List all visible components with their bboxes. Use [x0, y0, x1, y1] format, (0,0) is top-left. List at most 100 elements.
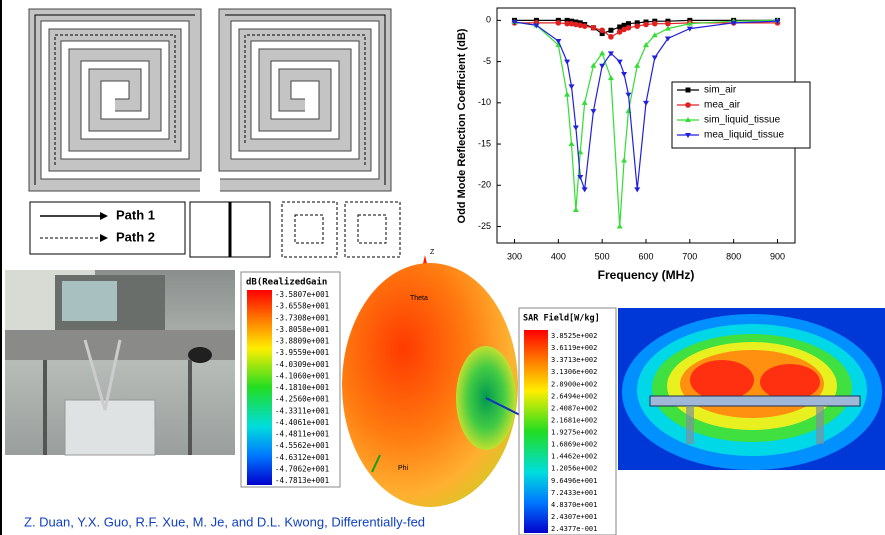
marker [643, 101, 649, 106]
axis-label: Theta [410, 295, 428, 302]
marker [625, 93, 631, 98]
figure: Path 1 Path 2 Odd Mode Reflection Coeffi… [0, 0, 885, 535]
colorbar-label: 9.6496e+001 [551, 477, 597, 485]
measurement-photo [5, 270, 235, 455]
colorbar-label: 1.9275e+002 [551, 429, 597, 437]
colorbar-label: -4.4061e+001 [275, 418, 329, 427]
sar-colorbar: SAR Field[W/kg] 3.8525e+002 3.6119e+002 3.… [519, 308, 616, 535]
marker [582, 100, 588, 105]
marker [634, 187, 640, 192]
colorbar-label: -4.2560e+001 [275, 395, 329, 404]
marker [569, 84, 575, 89]
y-tick-label: 0 [486, 15, 491, 25]
marker [621, 72, 627, 77]
colorbar-label: 1.2056e+002 [551, 465, 597, 473]
colorbar-label: -4.5562e+001 [275, 441, 329, 450]
gain-colorbar: dB(RealizedGain -3.5807e+001 -3.6558e+001… [241, 272, 340, 487]
colorbar-label: 2.6494e+002 [551, 392, 597, 400]
colorbar-label: 3.8525e+002 [551, 332, 597, 340]
colorbar-label: -4.0309e+001 [275, 360, 329, 369]
citation: Z. Duan, Y.X. Guo, R.F. Xue, M. Je, and … [24, 514, 425, 529]
colorbar-label: -3.9559e+001 [275, 348, 329, 357]
colorbar-label: 2.1681e+002 [551, 416, 597, 424]
marker [643, 22, 649, 28]
marker [608, 28, 613, 33]
colorbar-label: -4.3311e+001 [275, 406, 329, 415]
legend-label: mea_air [704, 100, 741, 111]
colorbar-title: SAR Field[W/kg] [523, 313, 600, 324]
colorbar-label: 1.4462e+002 [551, 453, 597, 461]
x-tick-label: 300 [507, 251, 522, 261]
colorbar-label: -3.7308e+001 [275, 313, 329, 322]
y-tick-label: -20 [478, 180, 491, 190]
marker [621, 158, 627, 163]
marker [573, 207, 579, 212]
y-axis-label: Odd Mode Reflection Coefficient (dB) [456, 28, 468, 223]
legend-marker [685, 102, 691, 108]
colorbar-label: 2.4377e-001 [551, 525, 597, 533]
axis-label: Phi [398, 465, 409, 472]
marker [582, 187, 588, 192]
colorbar-label: -3.8058e+001 [275, 325, 329, 334]
marker [569, 141, 575, 146]
colorbar-label: -3.8809e+001 [275, 337, 329, 346]
marker [590, 109, 596, 114]
legend-marker [686, 88, 691, 93]
colorbar-label: 1.6869e+002 [551, 441, 597, 449]
marker [582, 23, 588, 29]
y-tick-label: -5 [483, 56, 491, 66]
colorbar-label: 3.1306e+002 [551, 368, 597, 376]
legend-label: sim_air [704, 85, 737, 96]
colorbar-label: -4.7062e+001 [275, 464, 329, 473]
colorbar-label: -3.6558e+001 [275, 302, 329, 311]
colorbar-label: -4.6312e+001 [275, 453, 329, 462]
marker [564, 92, 570, 97]
marker [617, 60, 623, 65]
radiation-pattern: Z Theta Phi [342, 249, 520, 507]
marker [591, 25, 597, 31]
colorbar-label: 3.3713e+002 [551, 356, 597, 364]
marker [608, 34, 614, 40]
colorbar-label: -4.7813e+001 [275, 476, 329, 485]
marker [634, 63, 640, 68]
x-tick-label: 900 [770, 251, 785, 261]
colorbar-label: -4.1060e+001 [275, 371, 329, 380]
colorbar-label: -4.1810e+001 [275, 383, 329, 392]
marker [599, 64, 605, 69]
marker [599, 50, 605, 55]
marker [573, 126, 579, 131]
marker [626, 25, 632, 31]
y-tick-label: -15 [478, 138, 491, 148]
marker [556, 20, 562, 26]
path-legend: Path 1 Path 2 [30, 202, 400, 257]
x-tick-label: 400 [551, 251, 566, 261]
x-axis-label: Frequency (MHz) [598, 268, 695, 282]
y-tick-label: -10 [478, 97, 491, 107]
y-tick-label: -25 [478, 221, 491, 231]
legend-label: sim_liquid_tissue [704, 115, 781, 126]
spiral-layout [35, 15, 385, 185]
colorbar-label: 3.6119e+002 [551, 344, 597, 352]
marker [652, 55, 658, 60]
colorbar-title: dB(RealizedGain [246, 277, 327, 288]
marker [608, 75, 614, 80]
colorbar-label: 2.8900e+002 [551, 380, 597, 388]
sar-field [618, 308, 885, 470]
reflection-chart: Odd Mode Reflection Coefficient (dB) Fre… [456, 8, 810, 282]
axis-label: Z [430, 249, 435, 256]
colorbar-label: 2.4307e+001 [551, 513, 597, 521]
legend-label: Path 1 [116, 207, 155, 222]
marker [634, 23, 640, 29]
marker [599, 27, 605, 33]
colorbar-label: -4.4811e+001 [275, 430, 329, 439]
marker [564, 60, 570, 65]
marker [617, 224, 623, 229]
colorbar-label: 7.2433e+001 [551, 489, 597, 497]
x-tick-label: 700 [682, 251, 697, 261]
x-tick-label: 800 [726, 251, 741, 261]
x-tick-label: 600 [638, 251, 653, 261]
legend-label: Path 2 [116, 229, 155, 244]
x-tick-label: 500 [595, 251, 610, 261]
legend-label: mea_liquid_tissue [704, 130, 784, 141]
colorbar-label: -3.5807e+001 [275, 290, 329, 299]
